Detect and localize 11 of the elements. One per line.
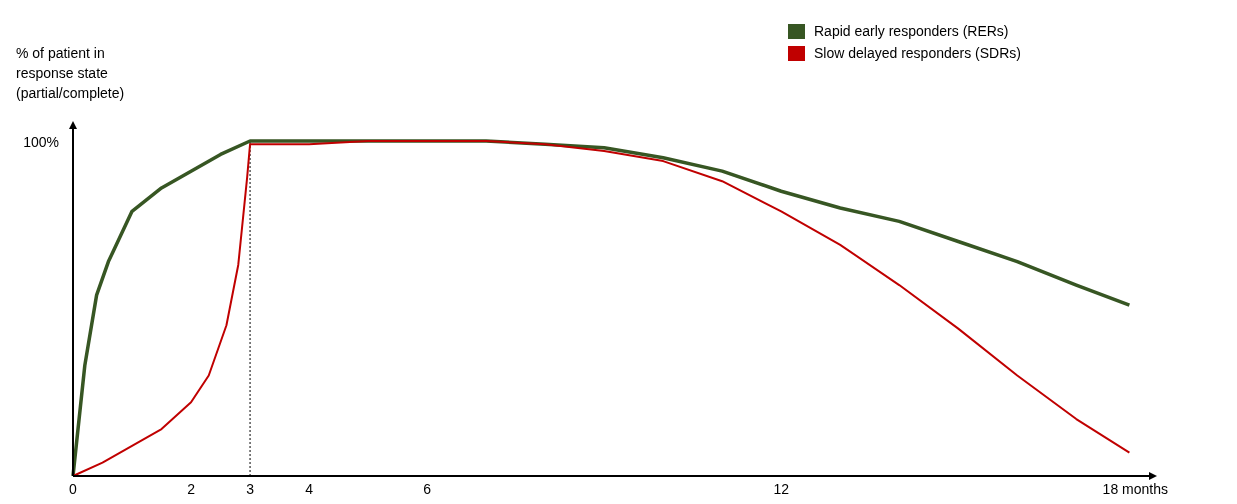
x-tick-label: 18 months [1102,481,1168,497]
x-tick-label: 12 [773,481,790,497]
x-tick-label: 3 [246,481,255,497]
x-tick-label: 6 [423,481,432,497]
legend-label: Rapid early responders (RERs) [814,23,1009,39]
legend-label: Slow delayed responders (SDRs) [814,45,1021,61]
x-tick-label: 4 [305,481,314,497]
y-axis-title: % of patient in response state (partial/complete) [16,45,125,101]
text: 100% [23,133,59,150]
x-tick-label: 0 [69,481,78,497]
x-tick-label: 2 [187,481,196,497]
